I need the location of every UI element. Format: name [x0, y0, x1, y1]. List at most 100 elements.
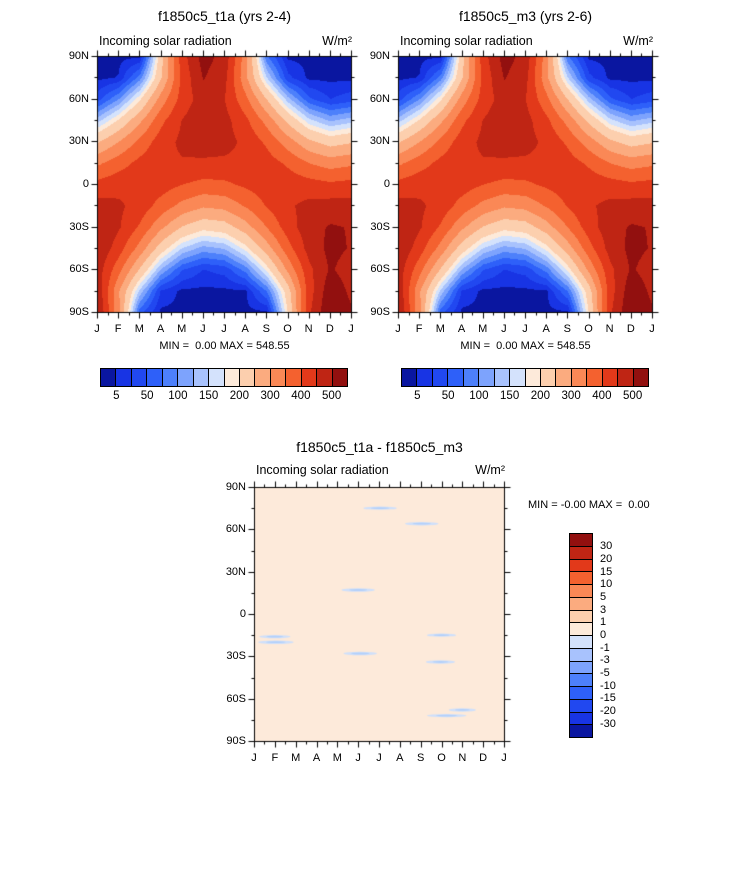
difference-colorbar-segment: [570, 571, 592, 584]
units-label: W/m²: [322, 34, 352, 48]
colorbar-segment: [223, 369, 239, 386]
month-tick-label: O: [283, 323, 292, 335]
month-tick-label: M: [291, 752, 301, 764]
colorbar-tick-label: 300: [561, 390, 581, 402]
colorbar-segment: [146, 369, 162, 386]
month-tick-label: A: [542, 323, 550, 335]
month-tick-label: S: [262, 323, 270, 335]
month-tick-label: F: [114, 323, 122, 335]
field-label: Incoming solar radiation: [400, 34, 533, 48]
colorbar-labels-m3: 5 50 100 150 200 300 400 500: [401, 390, 649, 404]
difference-colorbar-segment: [570, 596, 592, 610]
colorbar-segment: [462, 369, 479, 386]
colorbar-segment: [300, 369, 317, 386]
colorbar-segment: [115, 369, 131, 386]
colorbar-segment: [601, 369, 618, 386]
contour-plot-diff: [246, 479, 513, 750]
colorbar-segment: [632, 369, 648, 386]
lat-tick-label: 0: [383, 178, 390, 190]
difference-colorbar-tick-label: -15: [600, 692, 616, 705]
colorbar-tick-label: 300: [260, 390, 280, 402]
month-tick-label: S: [563, 323, 571, 335]
colorbar-segment: [177, 369, 193, 386]
difference-colorbar-tick-label: -5: [600, 667, 610, 680]
colorbar-segment: [192, 369, 209, 386]
difference-colorbar-tick-label: 15: [600, 565, 613, 578]
month-tick-label: M: [134, 323, 144, 335]
difference-colorbar-tick-label: -30: [600, 717, 616, 730]
panel-diff: f1850c5_t1a - f1850c5_m3 Incoming solar …: [226, 0, 513, 780]
units-label: W/m²: [475, 463, 505, 477]
month-tick-label: J: [200, 323, 206, 335]
month-tick-label: A: [396, 752, 404, 764]
month-tick-label: A: [457, 323, 466, 335]
colorbar-segment: [269, 369, 286, 386]
colorbar-segment: [447, 369, 463, 386]
lat-tick-label: 0: [82, 178, 89, 190]
difference-colorbar-tick-label: 10: [600, 578, 613, 591]
units-label: W/m²: [623, 34, 653, 48]
difference-colorbar-segment: [570, 660, 592, 674]
lat-tick-label: 30N: [369, 135, 390, 148]
colorbar-m3: [401, 368, 649, 387]
month-tick-label: J: [395, 323, 401, 335]
month-tick-label: M: [435, 323, 445, 335]
difference-colorbar-segment: [570, 647, 592, 661]
field-label: Incoming solar radiation: [256, 463, 389, 477]
colorbar-segment: [416, 369, 432, 386]
panel-title-diff: f1850c5_t1a - f1850c5_m3: [296, 439, 463, 455]
difference-colorbar-tick-label: 1: [600, 616, 607, 629]
month-tick-label: J: [348, 323, 354, 335]
month-tick-label: J: [376, 752, 382, 764]
month-tick-label: O: [437, 752, 446, 764]
difference-colorbar-segment: [570, 584, 592, 597]
lat-tick-label: 60S: [69, 263, 89, 276]
lat-tick-label: 90S: [69, 306, 89, 318]
month-tick-label: D: [626, 323, 635, 335]
panel-m3: f1850c5_m3 (yrs 2-6) Incoming solar radi…: [370, 0, 661, 410]
colorbar-segment: [570, 369, 587, 386]
lat-tick-label: 90S: [226, 735, 246, 747]
lat-tick-label: 60N: [68, 92, 89, 105]
colorbar-segment: [331, 369, 347, 386]
colorbar-t1a: [100, 368, 348, 387]
month-tick-label: F: [271, 752, 279, 764]
difference-colorbar-tick-label: -1: [600, 641, 610, 654]
month-tick-label: J: [251, 752, 257, 764]
colorbar-labels-t1a: 5 50 100 150 200 300 400 500: [100, 390, 348, 404]
month-tick-label: M: [177, 323, 187, 335]
month-tick-label: N: [304, 323, 313, 335]
difference-colorbar-tick-label: -20: [600, 705, 616, 718]
colorbar-segment: [208, 369, 224, 386]
lat-tick-label: 60N: [369, 92, 390, 105]
difference-colorbar-segment: [570, 686, 592, 699]
colorbar-segment: [101, 369, 116, 386]
lat-tick-label: 60S: [226, 692, 246, 705]
colorbar-segment: [431, 369, 448, 386]
month-tick-label: N: [458, 752, 467, 764]
month-tick-label: J: [522, 323, 528, 335]
colorbar-tick-label: 150: [199, 390, 219, 402]
difference-colorbar-segment: [570, 622, 592, 635]
lat-tick-label: 30S: [226, 650, 246, 663]
contour-plot-t1a: [89, 48, 360, 321]
subtitle-row: Incoming solar radiation W/m²: [254, 463, 505, 479]
month-tick-label: A: [312, 752, 321, 764]
month-tick-label: D: [479, 752, 488, 764]
month-tick-label: F: [415, 323, 423, 335]
colorbar-segment: [617, 369, 633, 386]
colorbar-tick-label: 100: [469, 390, 489, 402]
colorbar-segment: [509, 369, 525, 386]
colorbar-tick-label: 100: [168, 390, 188, 402]
panel-t1a: f1850c5_t1a (yrs 2-4) Incoming solar rad…: [69, 0, 360, 410]
subtitle-row: Incoming solar radiation W/m²: [97, 34, 352, 50]
difference-colorbar-tick-label: 30: [600, 540, 613, 553]
difference-colorbar-segment: [570, 609, 592, 623]
month-tick-label: S: [416, 752, 425, 764]
lat-tick-label: 30S: [370, 220, 390, 233]
colorbar-tick-label: 50: [441, 390, 455, 402]
colorbar-segment: [316, 369, 332, 386]
colorbar-segment: [586, 369, 602, 386]
